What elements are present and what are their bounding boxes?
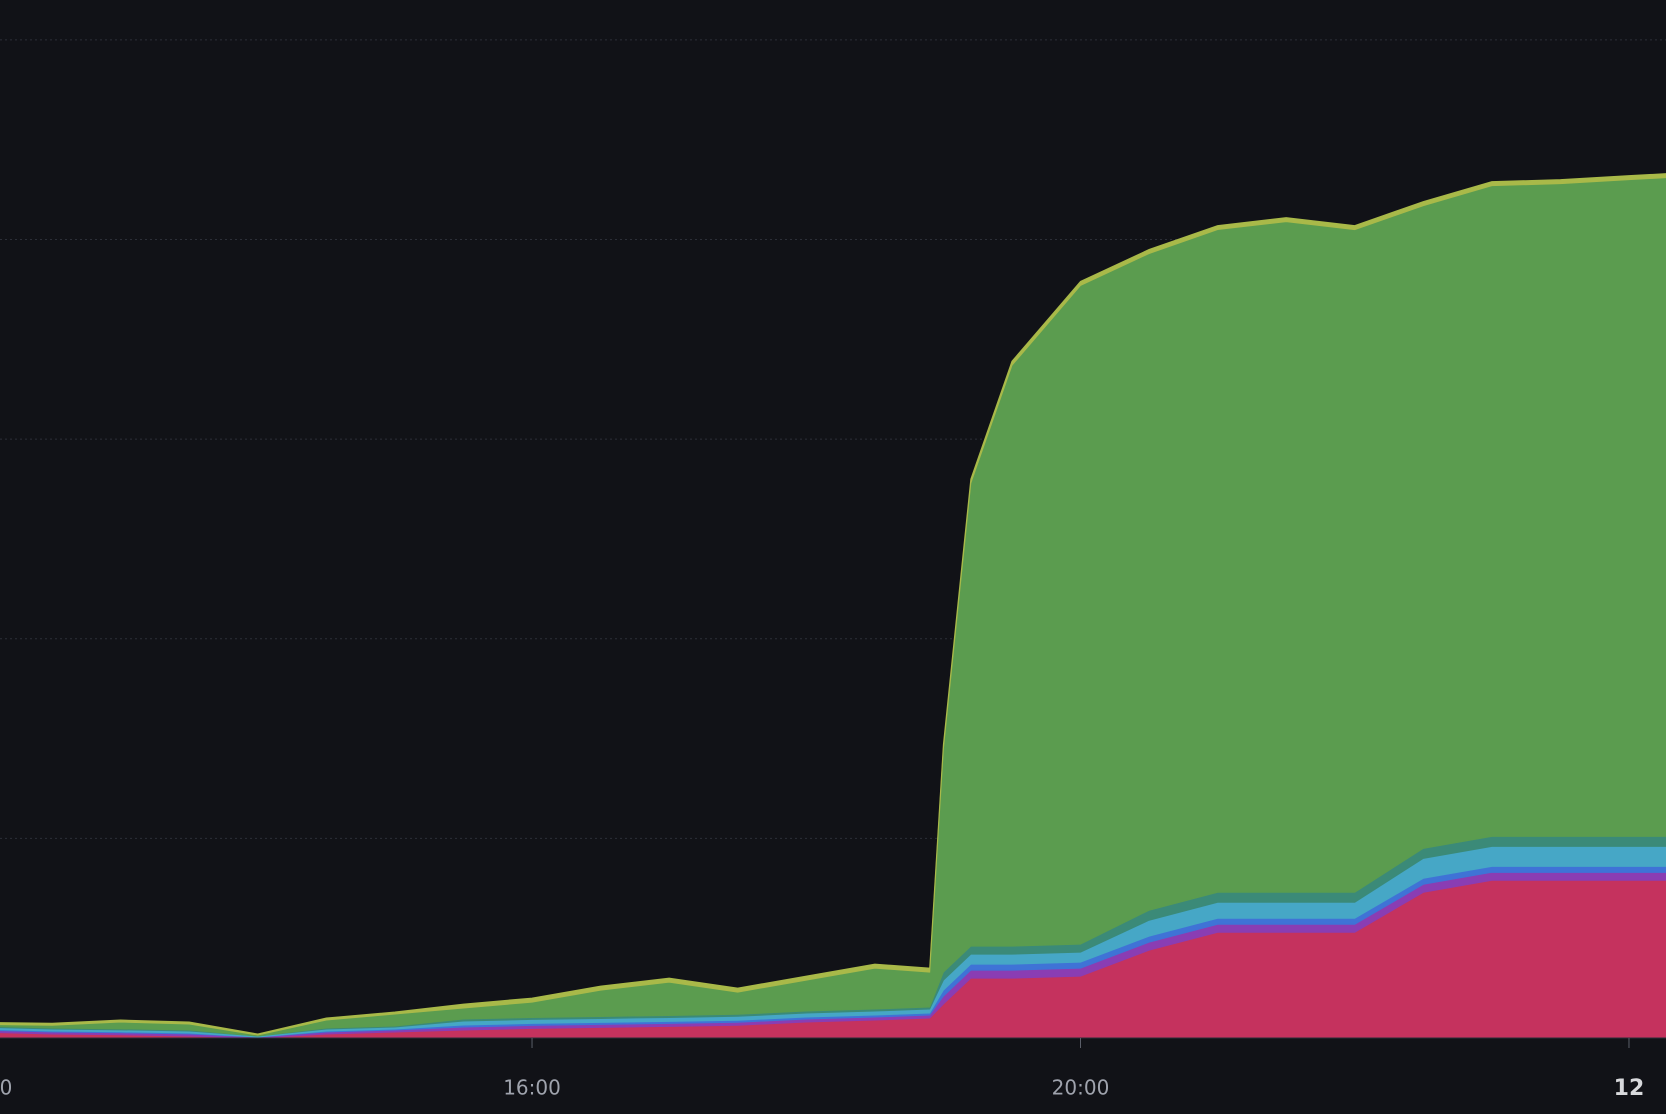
x-tick-label: 16:00 bbox=[503, 1076, 561, 1100]
area-series bbox=[0, 173, 1666, 1036]
x-tick-label: 20:00 bbox=[1052, 1076, 1110, 1100]
x-tick-label: 12 bbox=[1614, 1076, 1645, 1101]
x-tick-label: 12:00 bbox=[0, 1076, 12, 1100]
